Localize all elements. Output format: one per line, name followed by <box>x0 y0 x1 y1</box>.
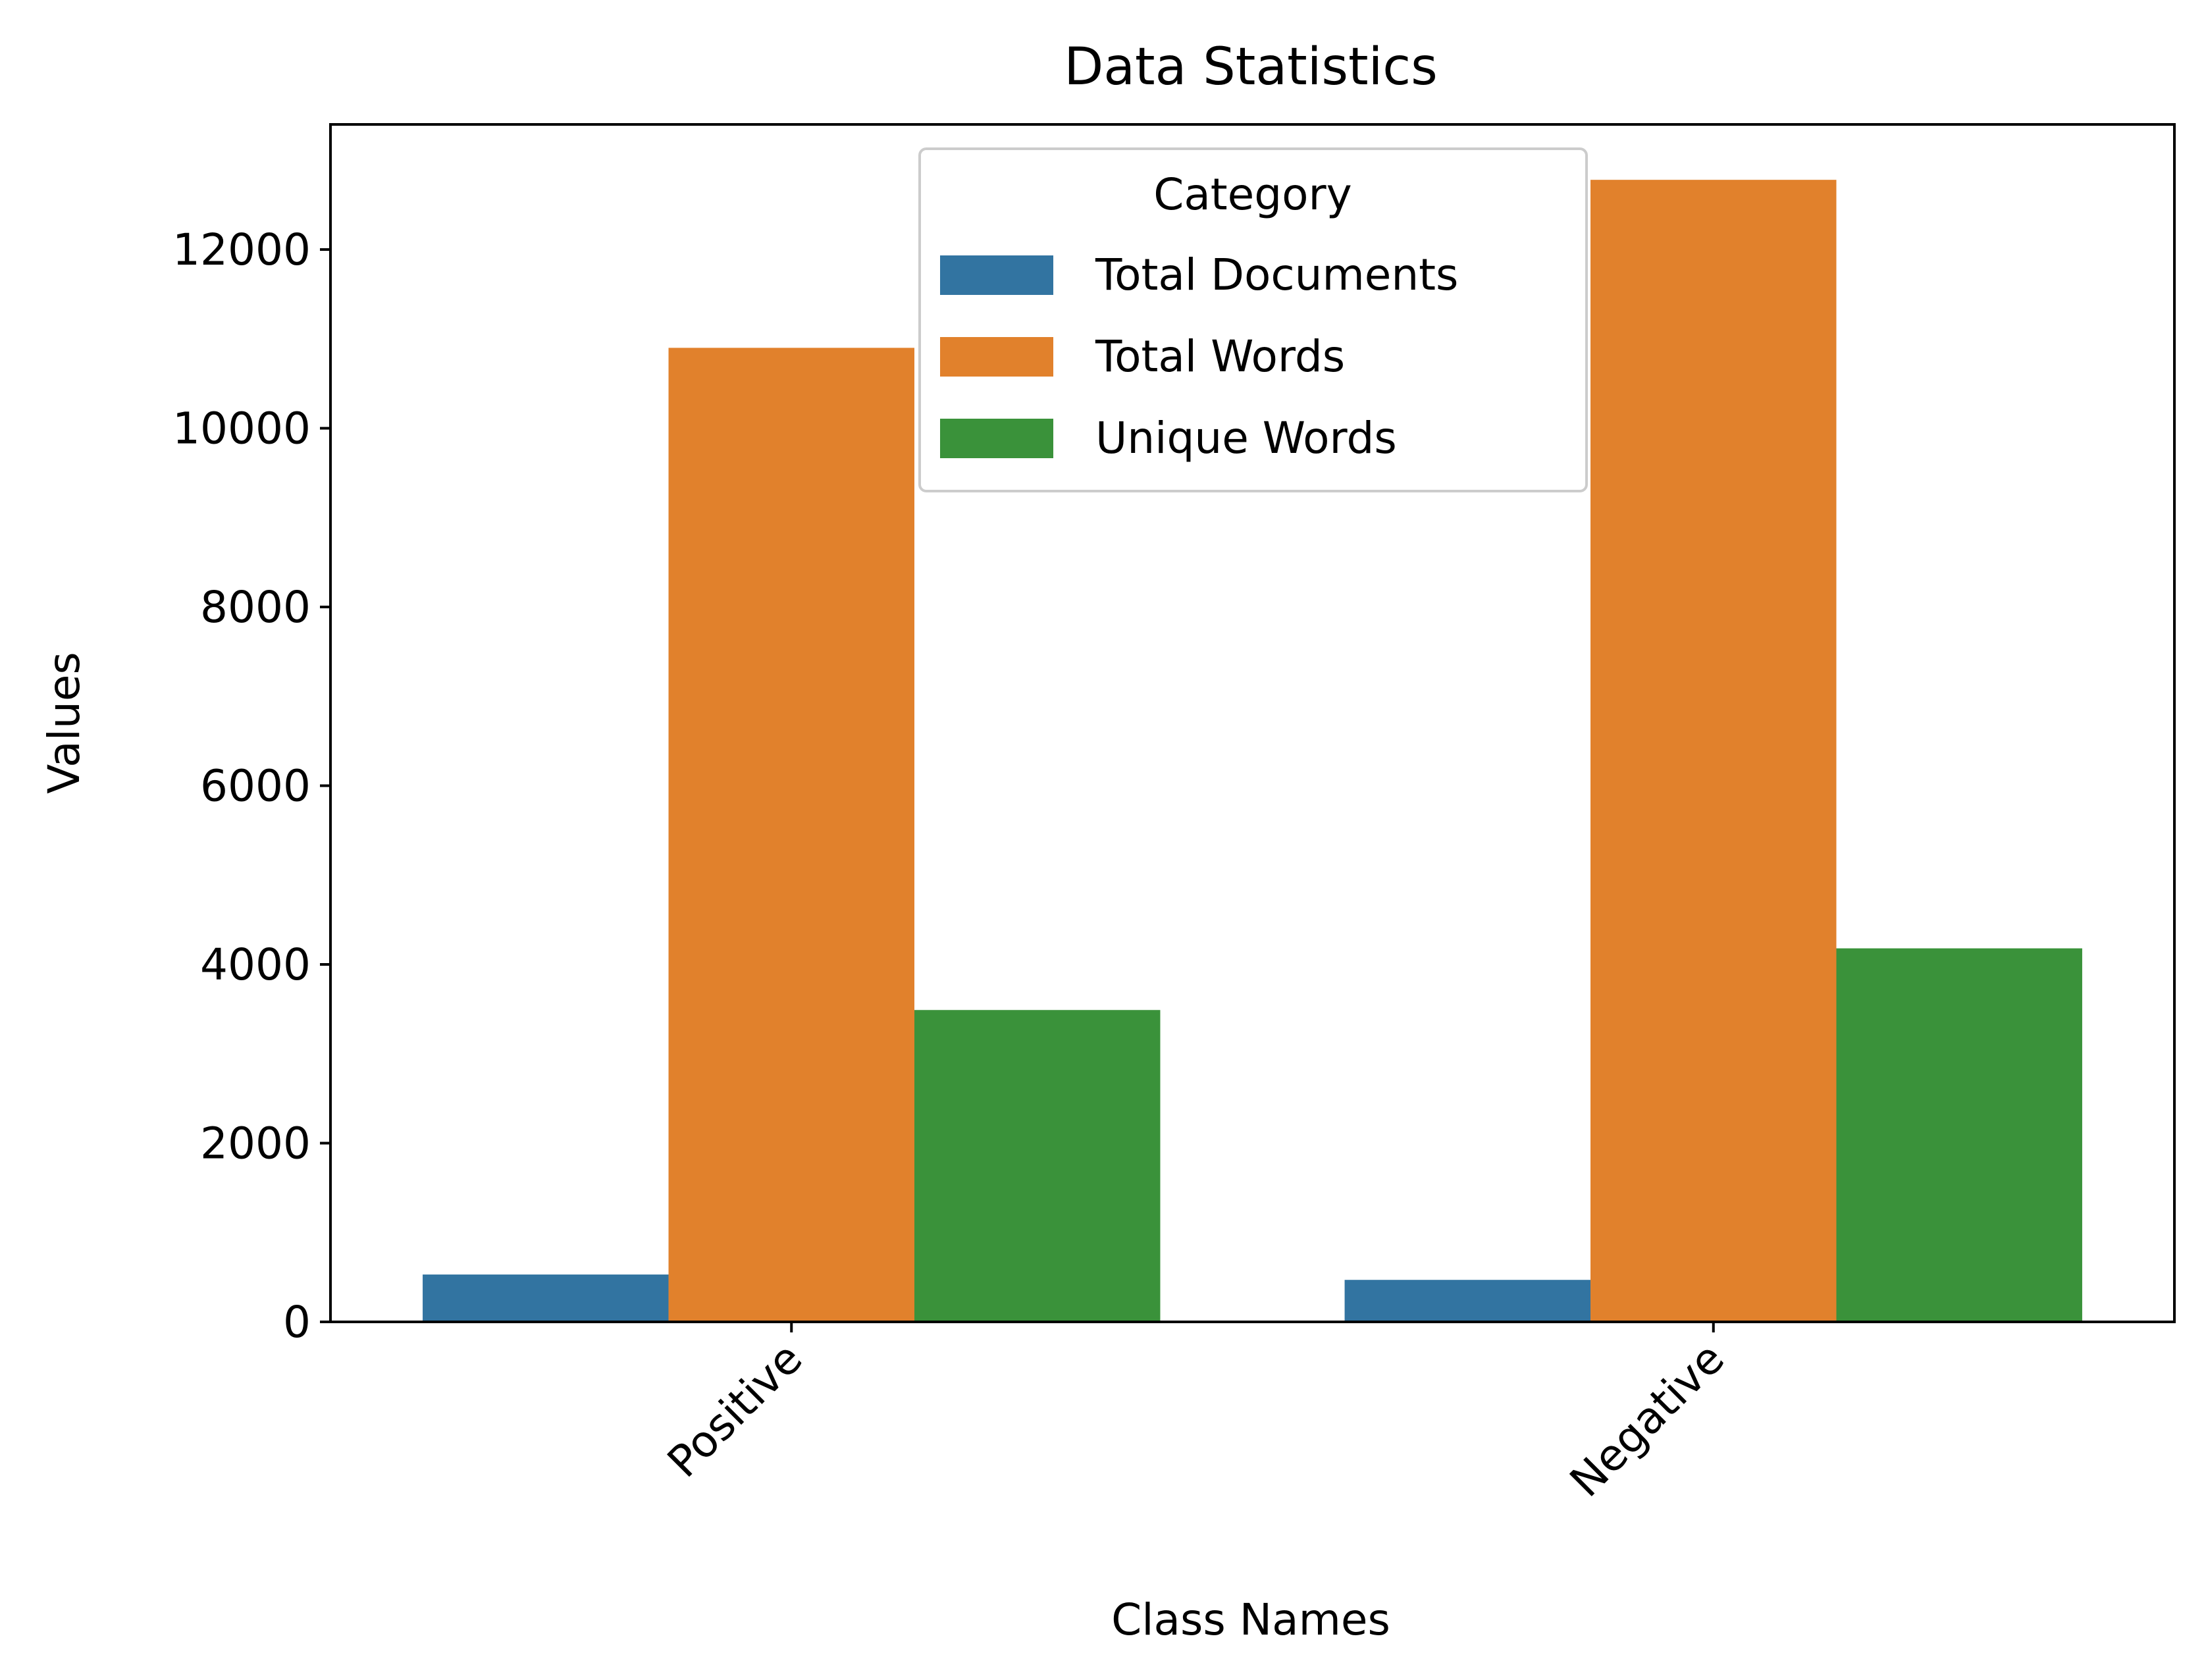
bar-positive-total-words <box>668 348 914 1322</box>
legend-label-total-words: Total Words <box>1095 331 1345 382</box>
legend: Category Total Documents Total Words Uniqu… <box>918 147 1588 492</box>
bars-group <box>423 180 2082 1322</box>
y-axis: 0 2000 4000 6000 8000 10000 12000 <box>172 224 330 1348</box>
x-tick-label-positive: Positive <box>658 1333 812 1487</box>
y-tick-label: 12000 <box>172 224 311 275</box>
bar-positive-total-documents <box>423 1274 669 1322</box>
y-tick-label: 6000 <box>200 761 311 812</box>
y-tick-label: 10000 <box>172 404 311 454</box>
bar-negative-total-words <box>1590 180 1837 1322</box>
legend-swatch-total-words <box>940 337 1053 377</box>
y-axis-label: Values <box>39 652 90 794</box>
x-tick-label-negative: Negative <box>1560 1333 1734 1507</box>
y-tick-label: 0 <box>283 1297 311 1348</box>
y-tick-label: 8000 <box>200 582 311 633</box>
x-axis-label: Class Names <box>1111 1594 1390 1645</box>
y-tick-label: 4000 <box>200 939 311 990</box>
x-axis: Positive Negative <box>658 1322 1734 1507</box>
bar-positive-unique-words <box>914 1010 1161 1322</box>
legend-swatch-unique-words <box>940 419 1053 458</box>
bar-negative-unique-words <box>1836 948 2082 1322</box>
bar-negative-total-documents <box>1344 1280 1591 1322</box>
legend-swatch-total-documents <box>940 255 1053 295</box>
legend-items: Total Documents Total Words Unique Words <box>940 249 1458 463</box>
legend-box <box>918 147 1588 492</box>
legend-title: Category <box>1153 169 1352 220</box>
y-tick-label: 2000 <box>200 1118 311 1169</box>
plot-frame <box>329 123 2176 1323</box>
chart-title: Data Statistics <box>1064 38 1438 97</box>
legend-label-total-documents: Total Documents <box>1095 249 1458 300</box>
legend-label-unique-words: Unique Words <box>1095 413 1397 463</box>
